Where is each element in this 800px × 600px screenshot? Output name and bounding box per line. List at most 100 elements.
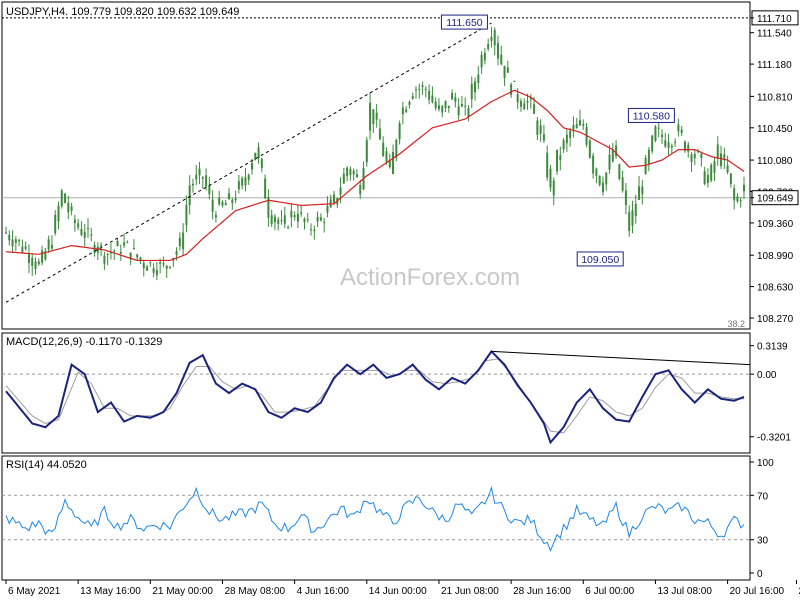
candle [260,157,263,173]
candle [27,244,30,274]
time-tick-label: 28 May 08:00 [224,586,285,597]
candle [582,119,585,130]
candle [146,264,149,271]
price-annotation: 111.650 [440,14,488,30]
time-tick-label: 28 Jul 00:00 [798,586,800,597]
time-axis: 6 May 2021 13 May 16:00 21 May 00:00 28 May… [5,580,800,597]
candle [703,166,706,186]
time-tick-label: 20 Jul 16:00 [730,586,785,597]
price-annotations: 111.650 110.580 109.050 [5,14,675,303]
time-tick-label: 28 Jun 16:00 [513,586,571,597]
candle [126,240,129,244]
corner-label: 38.2 [727,319,745,329]
rsi-line [5,485,745,552]
candle [674,138,677,147]
candle [73,214,76,232]
candle [119,244,122,261]
candle [405,105,408,113]
candle [123,233,126,248]
candle [598,175,601,187]
candle [326,196,329,218]
candle [428,84,431,105]
candle [713,156,716,182]
candle [319,213,322,222]
candle [743,176,745,199]
annotation-label: 109.050 [581,254,619,266]
candle [693,149,696,166]
candle [654,124,657,143]
candle [647,147,650,172]
candle [523,98,526,110]
candle [67,195,70,220]
price-panel: USDJPY,H4. 109.779 109.820 109.632 109.6… [1,1,751,330]
candle [706,168,709,188]
rsi-tick-label: 0 [757,569,763,580]
candle [677,118,680,137]
candle [611,142,614,163]
candle [11,230,14,253]
candle [113,249,116,261]
candle [460,96,463,108]
candle [208,176,211,200]
candle [398,120,401,145]
candle [588,138,591,160]
candle [195,165,198,186]
candle [109,243,112,260]
time-tick-label: 13 May 16:00 [80,586,141,597]
candle [24,241,27,251]
candle [185,195,188,233]
price-title: USDJPY,H4. 109.779 109.820 109.632 109.6… [6,6,239,18]
candle [342,167,345,184]
candle [355,169,358,179]
candle [57,201,60,230]
candle [628,205,631,237]
candle [224,199,227,206]
time-tick-label: 21 May 00:00 [152,586,213,597]
candle [726,155,729,175]
candle [470,76,473,109]
candle [280,210,283,225]
candle [103,251,106,270]
candle [346,166,349,182]
candle [667,133,670,155]
candle [254,152,257,161]
ma-line [5,89,745,262]
candle [556,149,559,175]
candle [372,109,375,133]
candle [136,253,139,261]
candle [34,257,37,275]
macd-title: MACD(12,26,9) -0.1170 -0.1329 [6,336,162,348]
candle [592,152,595,179]
candle [401,102,404,125]
candle [608,144,611,174]
candle [437,98,440,112]
candle [382,136,385,157]
candle [385,147,388,165]
macd-panel: MACD(12,26,9) -0.1170 -0.1329 [1,332,751,454]
candle [273,214,276,231]
candle [621,170,624,193]
candle [457,98,460,120]
candle [634,194,637,224]
candle [565,128,568,152]
candle [178,232,181,251]
candle [670,143,673,155]
candle [447,105,450,113]
candle [333,190,335,206]
candle [83,224,86,247]
time-tick-label: 6 May 2021 [8,586,61,597]
candle [562,138,565,153]
rsi-axis: 100 70 30 0 [750,458,774,580]
candle [237,174,240,194]
candle [739,197,742,208]
macd-trendline [491,350,751,366]
candle [477,66,480,89]
candle [234,190,237,204]
candle [490,26,493,48]
candle [142,259,145,277]
candle [664,132,667,149]
candle [467,105,470,122]
rsi-tick-label: 100 [757,458,774,469]
macd-axis: 0.3139 0.00 -0.3201 [750,342,791,444]
